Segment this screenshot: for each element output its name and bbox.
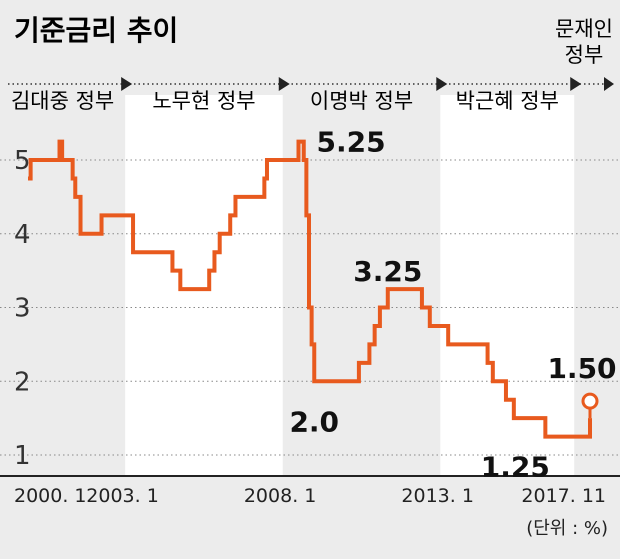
era-arrow-marker [570,77,582,91]
x-tick-label: 2013. 1 [401,485,474,507]
era-arrows [8,77,614,91]
era-label-line1: 문재인 [555,17,613,41]
x-tick-label: 2008. 1 [244,485,317,507]
era-arrow-marker [121,77,133,91]
era-band [440,95,575,476]
chart-title: 기준금리 추이 [14,14,178,47]
series-end-marker [581,392,599,410]
x-axis: 2000. 1 2003. 1 2008. 1 2013. 1 2017. 11 [0,475,620,507]
x-tick-label: 2000. 1 [14,485,87,507]
y-axis: 1 2 3 4 5 [14,146,31,471]
y-tick-label: 3 [14,294,31,324]
x-tick-label: 2003. 1 [86,485,159,507]
era-arrow-marker [278,77,290,91]
unit-note: (단위 : %) [526,518,608,539]
data-label: 1.25 [481,451,550,484]
era-label-line2: 정부 [565,43,604,67]
era-label: 노무현 정부 [152,89,255,113]
y-tick-label: 4 [14,220,31,250]
era-label: 이명박 정부 [310,89,413,113]
rate-series [28,139,599,439]
era-label: 박근혜 정부 [456,89,559,113]
era-arrow-marker [436,77,448,91]
era-band [125,95,283,476]
data-label: 1.50 [547,352,616,385]
series-line [28,139,592,439]
y-tick-label: 2 [14,367,31,397]
y-tick-label: 1 [14,441,31,471]
era-label: 김대중 정부 [11,89,114,113]
data-labels: 5.25 2.0 3.25 1.25 1.50 [289,126,616,484]
era-bands [125,95,575,476]
y-tick-label: 5 [14,146,31,176]
x-tick-label: 2017. 11 [521,485,606,507]
data-label: 2.0 [289,405,339,438]
data-label: 5.25 [316,126,385,159]
data-label: 3.25 [353,255,422,288]
era-arrow-marker [604,77,614,91]
